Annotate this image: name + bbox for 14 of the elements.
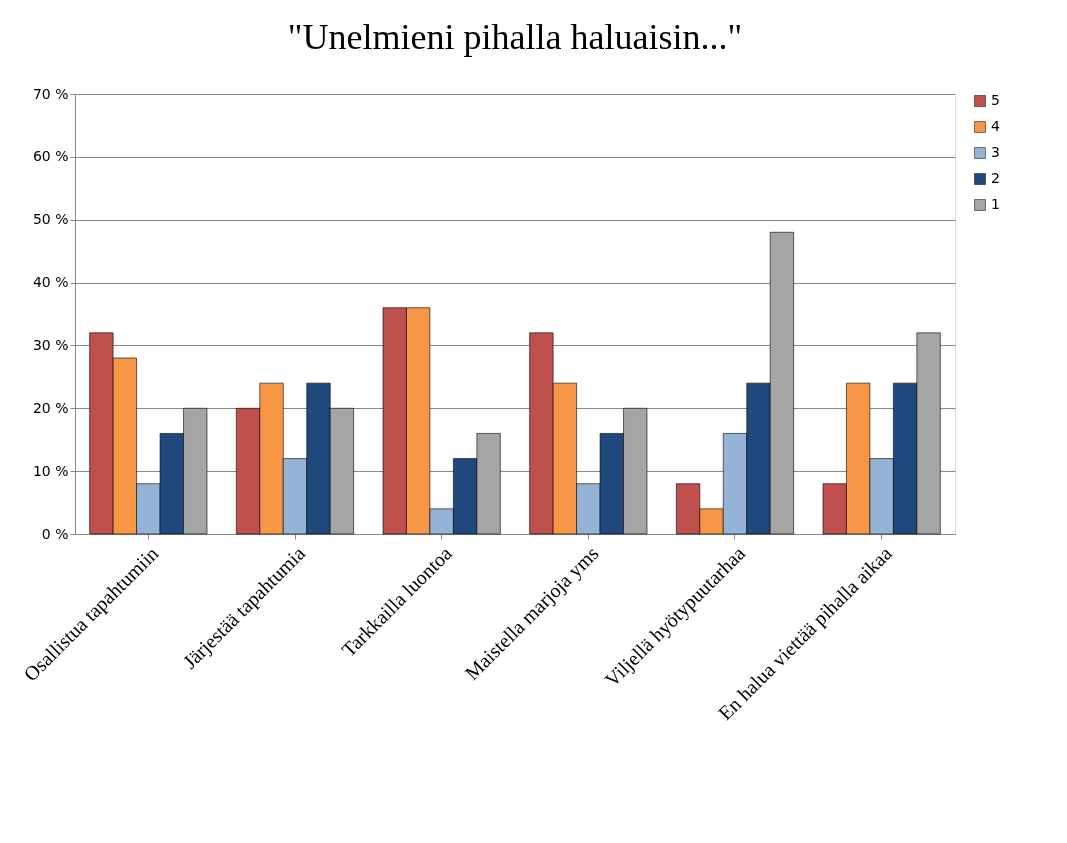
chart-title: "Unelmieni pihalla haluaisin..."	[287, 17, 743, 57]
legend-label: 1	[991, 196, 1000, 212]
legend-label: 4	[991, 118, 1000, 134]
legend-label: 3	[991, 144, 1000, 160]
legend-label: 5	[991, 92, 1000, 108]
y-tick-label: 60 %	[32, 148, 69, 165]
y-tick-label: 40 %	[32, 274, 69, 291]
y-tick-label: 30 %	[32, 336, 69, 353]
legend-label: 2	[991, 170, 1000, 186]
y-tick-label: 20 %	[32, 399, 69, 416]
y-tick-label: 70 %	[32, 85, 69, 102]
y-tick-label: 10 %	[32, 462, 69, 479]
y-tick-label: 0 %	[41, 525, 69, 542]
y-tick-label: 50 %	[32, 211, 69, 228]
